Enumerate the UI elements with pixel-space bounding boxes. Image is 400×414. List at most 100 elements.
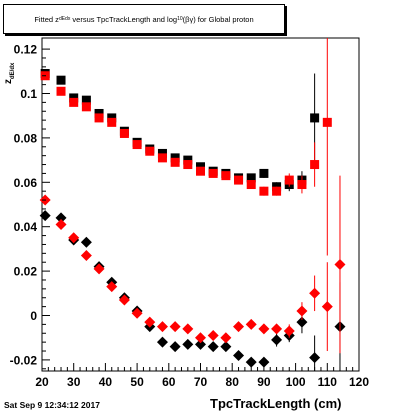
x-tick-label: 100 (286, 375, 306, 389)
y-tick-label: 0.1 (20, 87, 37, 101)
data-point-diamond (118, 294, 130, 306)
x-tick-label: 30 (67, 375, 81, 389)
data-point-square (234, 175, 244, 185)
series-1 (40, 38, 332, 256)
data-point-square (221, 171, 231, 181)
y-tick-label: 0.04 (14, 220, 38, 234)
y-tick-label: 0.06 (14, 176, 38, 190)
data-point-square (272, 186, 282, 196)
plot-area-border (41, 37, 360, 372)
axis-ticks: 20 30 40 50 60 70 80 90 100 110 120 -0.02 0 0.02 0.04 0… (10, 43, 370, 389)
data-point-diamond (309, 352, 321, 364)
x-tick-label: 110 (318, 375, 338, 389)
plot-frame (41, 37, 360, 372)
data-point-diamond (55, 218, 67, 230)
data-point-diamond (93, 263, 105, 275)
data-point-diamond (258, 356, 270, 368)
series-0 (40, 69, 320, 192)
data-point-square (310, 113, 320, 123)
data-point-square (56, 75, 66, 85)
data-point-diamond (283, 325, 295, 337)
data-point-square (94, 113, 104, 123)
data-point-diamond (207, 341, 219, 353)
x-tick-label: 20 (35, 375, 49, 389)
series-3 (39, 175, 346, 354)
data-point-diamond (271, 334, 283, 346)
data-point-diamond (296, 305, 308, 317)
data-point-square (322, 117, 332, 127)
y-tick-label: 0.12 (14, 43, 38, 57)
data-point-diamond (309, 287, 321, 299)
data-point-diamond (182, 323, 194, 335)
data-point-diamond (245, 318, 257, 330)
data-point-diamond (182, 338, 194, 350)
x-tick-label: 120 (349, 375, 369, 389)
data-point-square (196, 166, 205, 176)
data-point-square (246, 173, 256, 183)
data-point-diamond (169, 321, 181, 333)
x-tick-label: 70 (194, 375, 208, 389)
x-axis-title: TpcTrackLength (cm) (210, 396, 342, 411)
title-suffix: (βγ) for Global proton (182, 14, 254, 24)
x-tick-label: 50 (130, 375, 144, 389)
data-point-diamond (233, 349, 245, 361)
data-point-diamond (334, 258, 346, 270)
data-point-diamond (233, 321, 245, 333)
data-point-square (69, 97, 79, 107)
data-point-square (145, 146, 155, 156)
x-tick-label: 40 (99, 375, 113, 389)
x-tick-label: 90 (257, 375, 271, 389)
data-point-diamond (321, 301, 333, 313)
data-point-square (183, 160, 193, 170)
data-point-diamond (156, 336, 168, 348)
y-tick-label: 0.02 (14, 265, 38, 279)
data-point-diamond (39, 210, 51, 222)
data-point-square (119, 128, 129, 138)
data-point-diamond (131, 307, 143, 319)
data-series (39, 38, 346, 371)
title-prefix: Fitted z (34, 14, 59, 24)
data-point-square (132, 140, 142, 150)
data-point-diamond (220, 341, 232, 353)
data-point-diamond (68, 232, 80, 244)
data-point-diamond (271, 323, 283, 335)
data-point-square (157, 153, 167, 163)
data-point-diamond (220, 332, 232, 344)
data-point-diamond (80, 250, 92, 262)
data-point-square (259, 168, 269, 178)
data-point-diamond (80, 236, 92, 248)
y-axis-title: zdE/dx (3, 62, 16, 84)
title-mid: versus TpcTrackLength and log (70, 14, 178, 24)
y-tick-label: 0 (30, 309, 37, 323)
data-point-square (284, 175, 294, 185)
data-point-square (310, 160, 320, 170)
data-point-square (246, 180, 256, 190)
data-point-square (297, 180, 307, 190)
data-point-diamond (169, 341, 181, 353)
data-point-diamond (144, 316, 156, 328)
data-point-diamond (156, 321, 168, 333)
data-point-square (208, 168, 218, 178)
data-point-diamond (245, 356, 257, 368)
data-point-diamond (195, 332, 206, 344)
data-point-square (259, 186, 269, 196)
x-tick-label: 60 (162, 375, 176, 389)
plot-title: Fitted z dEdx versus TpcTrackLength and l… (3, 4, 285, 34)
data-point-diamond (195, 338, 206, 350)
data-point-square (81, 102, 91, 112)
data-point-diamond (55, 212, 67, 224)
data-point-square (107, 117, 117, 127)
title-sub-10: 10 (177, 16, 183, 22)
footer-date: Sat Sep 9 12:34:12 2017 (4, 400, 100, 410)
data-point-diamond (207, 329, 219, 341)
title-sub-dedx: dEdx (58, 16, 71, 22)
data-point-square (81, 95, 91, 105)
y-tick-label: -0.02 (10, 353, 38, 367)
data-point-square (56, 86, 66, 96)
data-point-diamond (106, 281, 118, 293)
series-2 (39, 210, 346, 371)
x-tick-label: 80 (226, 375, 240, 389)
y-tick-label: 0.08 (14, 131, 38, 145)
data-point-square (170, 157, 180, 167)
